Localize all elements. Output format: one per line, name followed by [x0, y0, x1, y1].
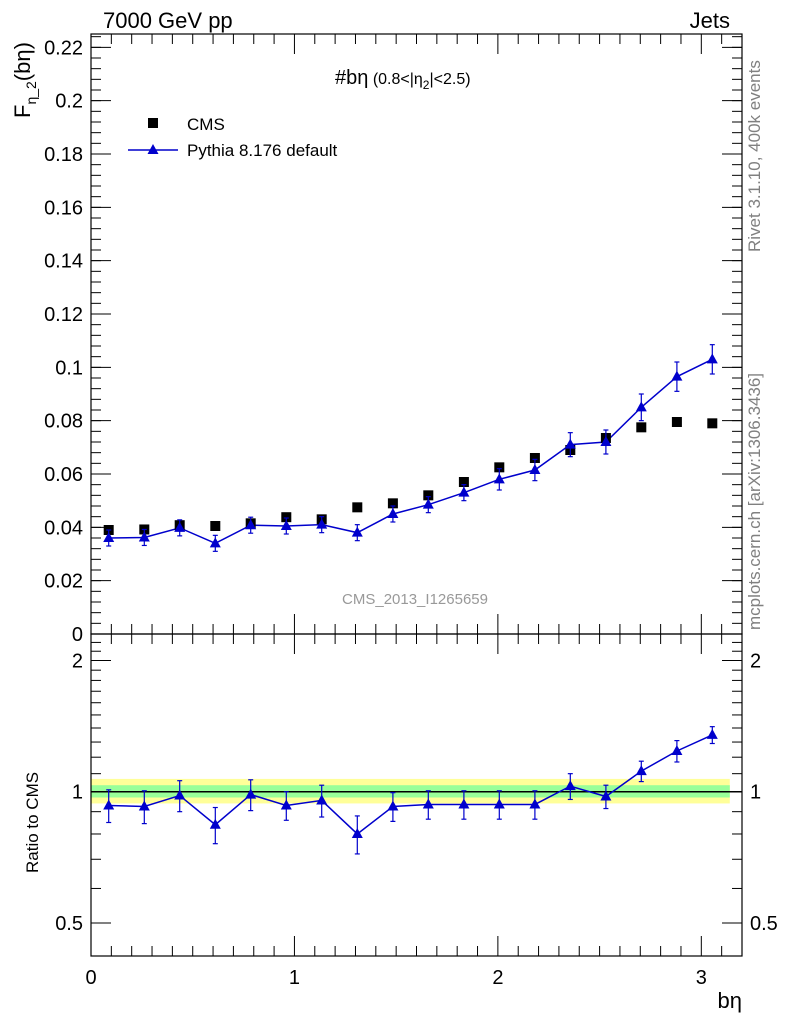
- pythia-point: [351, 526, 363, 537]
- main-ytick-label: 0.1: [55, 357, 83, 379]
- ratio-pythia-point: [245, 788, 257, 799]
- ratio-pythia-line: [108, 734, 713, 835]
- legend-cms-marker: [148, 118, 158, 128]
- pythia-point: [245, 519, 257, 530]
- main-ytick-label: 0.14: [44, 251, 83, 273]
- mcplots-label: mcplots.cern.ch [arXiv:1306.3436]: [745, 373, 764, 630]
- header-left: 7000 GeV pp: [103, 8, 233, 33]
- pythia-point: [635, 401, 647, 412]
- ratio-ytick-label-left: 1: [72, 782, 83, 804]
- pythia-point: [493, 473, 505, 484]
- main-ytick-label: 0.2: [55, 91, 83, 113]
- legend-cms-label: CMS: [187, 115, 225, 134]
- ratio-pythia-point: [174, 789, 186, 800]
- ratio-pythia-point: [316, 794, 328, 805]
- legend-pythia-marker: [147, 144, 159, 154]
- ratio-pythia-point: [635, 765, 647, 776]
- ratio-pythia-point: [564, 780, 576, 791]
- pythia-point: [138, 531, 150, 542]
- ratio-series: [103, 726, 718, 855]
- pythia-point: [706, 353, 718, 364]
- main-title: #bη (0.8<|η2|<2.5): [335, 67, 471, 92]
- ratio-ytick-label-right: 2: [750, 650, 761, 672]
- pythia-point: [103, 532, 115, 542]
- pythia-point: [209, 537, 221, 548]
- cms-point: [494, 462, 505, 473]
- ratio-ytick-label-left: 2: [72, 650, 83, 672]
- pythia-point: [529, 464, 541, 474]
- xtick-label: 3: [696, 967, 707, 989]
- analysis-watermark: CMS_2013_I1265659: [342, 591, 488, 608]
- pythia-point: [316, 518, 328, 529]
- pythia-point: [564, 438, 576, 449]
- ratio-frame: [90, 633, 743, 957]
- cms-point: [707, 418, 718, 429]
- main-ytick-label: 0.18: [44, 144, 83, 166]
- main-ytick-label: 0.02: [44, 571, 83, 593]
- main-ytick-label: 0.22: [44, 37, 83, 59]
- main-axis-ticks: [90, 34, 743, 635]
- pythia-line: [108, 358, 713, 545]
- pythia-point: [600, 436, 612, 446]
- ratio-pythia-point: [209, 818, 221, 829]
- ratio-pythia-point: [138, 800, 150, 811]
- ratio-pythia-point: [493, 798, 505, 809]
- header-right: Jets: [690, 8, 730, 33]
- ratio-pythia-point: [387, 800, 399, 811]
- pythia-point: [422, 498, 434, 509]
- xtick-label: 1: [289, 967, 300, 989]
- cms-point: [210, 521, 221, 531]
- ratio-uncertainty-bands: [91, 778, 742, 804]
- main-ytick-label: 0: [72, 624, 83, 646]
- main-y-tick-labels: 0 0.02 0.04 0.06 0.08 0.1 0.12 0.14 0.16 0.18 0.2 0…: [44, 37, 83, 646]
- ratio-tick-labels: 0.5 0.5 1 1 2 2 0 1 2 3: [55, 650, 778, 989]
- rivet-label: Rivet 3.1.10, 400k events: [745, 60, 764, 252]
- ratio-pythia-point: [529, 798, 541, 809]
- cms-point: [529, 453, 540, 463]
- cms-point: [671, 417, 682, 427]
- x-axis-label: bη: [718, 988, 742, 1013]
- main-series: [103, 344, 718, 552]
- ratio-y-axis-label: Ratio to CMS: [23, 772, 42, 873]
- main-panel: 0 0.02 0.04 0.06 0.08 0.1 0.12 0.14 0.16 0.18 0.2 0…: [10, 33, 743, 646]
- ratio-ytick-label-left: 0.5: [55, 913, 83, 935]
- main-ytick-label: 0.04: [44, 517, 83, 539]
- main-ytick-label: 0.08: [44, 411, 83, 433]
- cms-point: [352, 502, 363, 513]
- ratio-ytick-label-right: 0.5: [750, 913, 778, 935]
- pythia-point: [174, 521, 186, 532]
- cms-point: [458, 477, 469, 487]
- main-ytick-label: 0.16: [44, 197, 83, 219]
- pythia-point: [671, 370, 683, 381]
- pythia-point: [387, 508, 399, 518]
- cms-point: [423, 490, 434, 501]
- ratio-pythia-point: [103, 799, 115, 810]
- legend-pythia-label: Pythia 8.176 default: [187, 141, 338, 160]
- ratio-pythia-point: [600, 790, 612, 801]
- ratio-axis-ticks: [90, 634, 743, 956]
- cms-point: [281, 512, 292, 523]
- pythia-point: [458, 486, 470, 497]
- ratio-pythia-point: [422, 798, 434, 809]
- ratio-pythia-point: [351, 827, 363, 838]
- cms-point: [636, 422, 647, 433]
- xtick-label: 2: [492, 967, 503, 989]
- xtick-label: 0: [85, 967, 96, 989]
- cms-point: [387, 498, 398, 509]
- ratio-pythia-point: [706, 728, 718, 739]
- legend: CMS Pythia 8.176 default: [128, 115, 338, 160]
- ratio-pythia-point: [671, 744, 683, 755]
- ratio-pythia-point: [280, 799, 292, 810]
- main-ytick-label: 0.12: [44, 304, 83, 326]
- main-ytick-label: 0.06: [44, 464, 83, 486]
- pythia-point: [280, 520, 292, 530]
- main-y-axis-label: Fη_2(bη): [10, 42, 39, 118]
- ratio-panel: 0.5 0.5 1 1 2 2 0 1 2 3 Ratio to CMS bη: [23, 633, 778, 1013]
- ratio-pythia-point: [458, 798, 470, 809]
- ratio-ytick-label-right: 1: [750, 782, 761, 804]
